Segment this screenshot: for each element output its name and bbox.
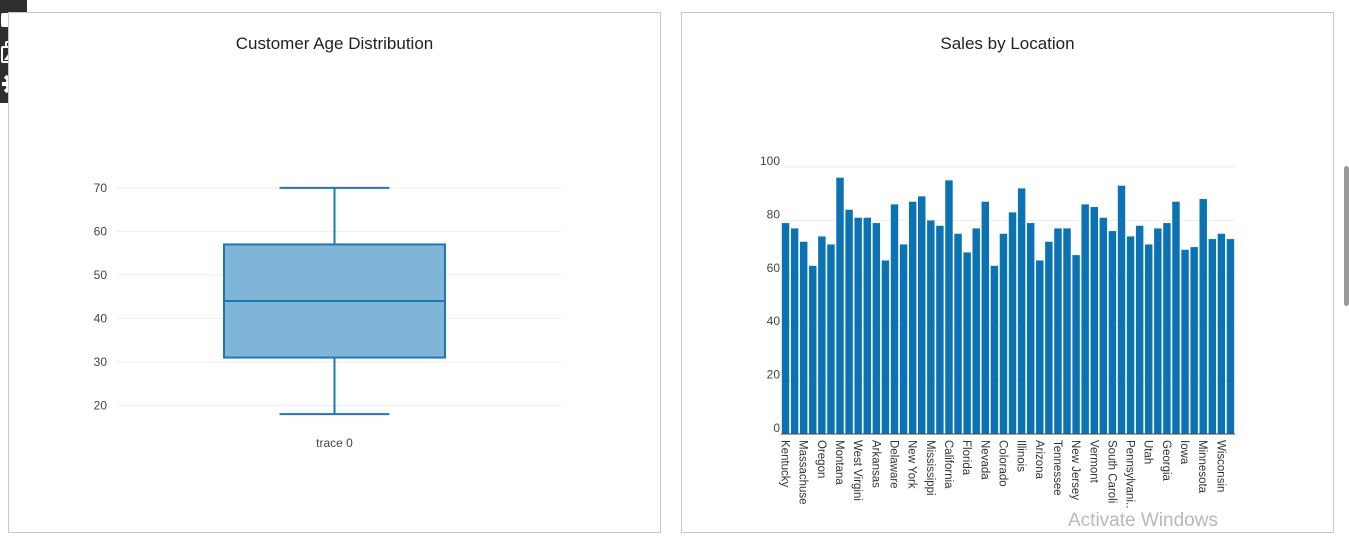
y-tick-label: 100 — [760, 154, 780, 168]
bar — [1090, 207, 1098, 434]
x-tick-label: Illinois — [1015, 440, 1027, 472]
bar — [1199, 199, 1207, 434]
x-tick-label: Tennessee — [1051, 440, 1063, 496]
x-tick-label: Vermont — [1087, 440, 1099, 484]
y-tick-label: 20 — [767, 368, 781, 382]
x-tick-label: New Jersey — [1069, 440, 1081, 500]
bar — [963, 252, 971, 434]
y-tick-label: 80 — [767, 207, 781, 221]
bar — [1054, 228, 1062, 434]
bar — [1063, 228, 1071, 434]
bar — [1172, 201, 1180, 434]
bar — [854, 217, 862, 434]
x-tick-label: Arkansas — [869, 440, 881, 488]
bar — [1017, 188, 1026, 434]
y-tick-label: 40 — [94, 311, 108, 325]
y-tick-label: 50 — [94, 268, 108, 282]
bar — [827, 244, 835, 434]
x-tick-label: Pennsylvani.. — [1124, 440, 1136, 508]
x-tick-label: Colorado — [996, 440, 1008, 487]
x-tick-label: California — [942, 440, 954, 489]
bar — [927, 220, 935, 434]
x-tick-label: Oregon — [815, 440, 827, 478]
x-tick-label: Utah — [1142, 440, 1154, 464]
age-chart-panel: Customer Age Distribution 20 30 40 50 60 70 tr… — [8, 12, 661, 533]
bar — [790, 228, 799, 434]
bar — [881, 260, 890, 434]
x-tick-label: Arizona — [1033, 440, 1045, 480]
bar-chart: 0 20 40 60 80 100 Kentucky Massachuse Oregon Mont… — [760, 154, 1235, 508]
bar — [981, 201, 990, 434]
x-tick-label: Montana — [833, 440, 845, 485]
bar — [1108, 231, 1117, 434]
x-tick-label: New York — [906, 440, 918, 489]
bar — [1163, 223, 1171, 434]
bar — [836, 177, 844, 434]
bar — [936, 225, 944, 434]
bar — [918, 196, 926, 434]
bar — [1226, 239, 1235, 434]
bar — [890, 204, 899, 434]
bar — [845, 209, 853, 434]
scrollbar-thumb[interactable] — [1344, 166, 1349, 306]
x-tick-label: South Caroli — [1105, 440, 1117, 503]
bar — [872, 223, 881, 434]
bar — [1145, 244, 1153, 434]
bar — [1126, 236, 1135, 434]
x-tick-label: Kentucky — [779, 440, 791, 488]
bar — [1099, 217, 1108, 434]
x-tick-label: West Virgini — [851, 440, 863, 501]
x-tick-label: Mississippi — [924, 440, 936, 496]
bar — [1154, 228, 1162, 434]
x-tick-label: Massachuse — [797, 440, 809, 505]
bar — [954, 233, 962, 434]
x-tick-label: Florida — [960, 440, 972, 476]
bar — [990, 265, 999, 434]
bar — [1036, 260, 1044, 434]
x-tick-label: Nevada — [978, 440, 990, 480]
chart-title: Sales by Location — [940, 34, 1075, 53]
bar — [908, 201, 917, 434]
y-tick-label: 0 — [773, 421, 780, 435]
bar — [972, 228, 980, 434]
box-plot: 20 30 40 50 60 70 trace 0 — [94, 181, 561, 450]
windows-activation-watermark: Activate Windows — [1068, 510, 1218, 531]
bar — [945, 180, 953, 434]
bar — [1081, 204, 1089, 434]
bar — [1117, 185, 1126, 434]
y-tick-label: 60 — [767, 261, 781, 275]
y-tick-label: 60 — [94, 224, 108, 238]
bar — [1026, 223, 1035, 434]
bar — [899, 244, 908, 434]
bar — [1208, 239, 1217, 434]
bar — [1181, 249, 1189, 434]
bar — [1190, 247, 1198, 434]
chart-title: Customer Age Distribution — [235, 34, 434, 53]
bar — [999, 233, 1008, 434]
bar — [1135, 225, 1144, 434]
bar — [1217, 233, 1226, 434]
x-category-label: trace 0 — [316, 436, 353, 450]
x-tick-label: Minnesota — [1196, 440, 1208, 494]
x-tick-label: Iowa — [1178, 440, 1190, 465]
y-tick-label: 20 — [94, 398, 108, 412]
y-tick-label: 70 — [94, 181, 108, 195]
x-tick-label: Delaware — [888, 440, 900, 489]
sales-chart-panel: Sales by Location 0 20 40 60 80 100 Kentucky Ma… — [681, 12, 1334, 533]
bar — [1045, 241, 1053, 434]
bar — [781, 223, 790, 434]
bar — [799, 241, 808, 434]
bar — [818, 236, 826, 434]
bar — [863, 217, 871, 434]
x-tick-label: Georgia — [1160, 440, 1172, 482]
y-tick-label: 40 — [767, 314, 781, 328]
bar — [809, 265, 817, 434]
bar — [1072, 255, 1080, 434]
bar — [1008, 212, 1017, 434]
y-tick-label: 30 — [94, 355, 108, 369]
x-tick-label: Wisconsin — [1214, 440, 1226, 492]
